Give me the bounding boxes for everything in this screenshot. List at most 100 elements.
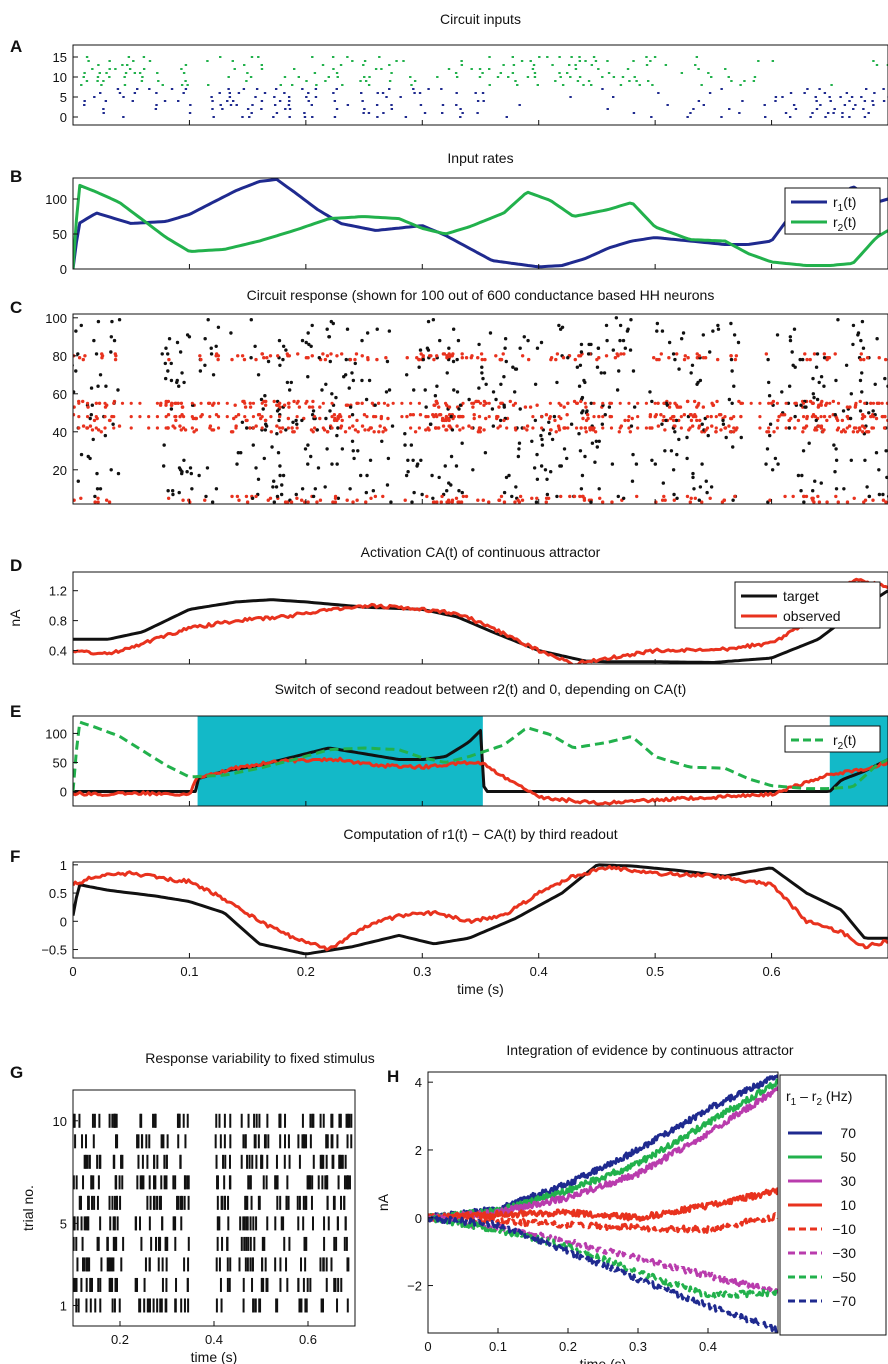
spike-dot (66, 413, 69, 416)
spike-dot (845, 426, 849, 430)
spike-dot (615, 352, 619, 356)
spike-dot (307, 342, 311, 347)
spike-dot (318, 405, 322, 409)
spike-dot (281, 473, 286, 478)
spike-dot (260, 415, 264, 419)
spike-mark (97, 64, 100, 66)
spike-dot (103, 433, 108, 438)
spike-dot (679, 426, 683, 430)
spike-dot (689, 418, 694, 423)
spike-dot (819, 415, 823, 419)
spike-mark (381, 92, 385, 94)
spike-dot (659, 413, 663, 417)
spike-dot (336, 414, 340, 419)
spike-dot (386, 416, 390, 421)
spike-mark (376, 92, 379, 94)
spike-dot (574, 401, 579, 405)
legend-label: −70 (832, 1293, 856, 1309)
spike-dot (733, 357, 738, 362)
spike-mark (559, 76, 562, 78)
legend-box (784, 725, 881, 753)
spike-mark (841, 116, 844, 118)
spike-mark (186, 84, 189, 86)
spike-dot (669, 449, 674, 453)
y-tick-label: 0.5 (49, 886, 67, 901)
spike-dot (325, 354, 330, 358)
series-line (428, 1074, 778, 1221)
spike-dot (697, 426, 701, 430)
spike-dot (688, 500, 693, 504)
spike-dot (530, 439, 534, 443)
spike-dot (859, 338, 863, 343)
spike-dot (372, 430, 376, 434)
spike-mark (628, 80, 631, 82)
spike-dot (871, 426, 876, 430)
spike-mark (288, 108, 292, 110)
spike-dot (720, 500, 725, 504)
spike-dot (295, 496, 299, 500)
spike-dot (694, 414, 698, 419)
spike-dot (431, 318, 436, 322)
spike-dot (660, 422, 664, 426)
spike-dot (169, 403, 174, 407)
spike-mark (93, 96, 96, 98)
spike-dot (365, 415, 369, 419)
spike-dot (733, 494, 737, 499)
spike-mark (651, 84, 654, 86)
spike-dot (116, 388, 120, 392)
spike-dot (405, 414, 409, 419)
spike-dot (480, 357, 484, 362)
spike-mark (131, 100, 134, 102)
spike-mark (260, 108, 263, 110)
spike-mark (229, 104, 233, 106)
spike-mark (346, 56, 349, 58)
spike-dot (533, 418, 538, 423)
spike-dot (628, 348, 633, 352)
spike-dot (263, 403, 268, 407)
y-tick-label: 0 (60, 262, 67, 277)
spike-dot (518, 494, 523, 499)
spike-dot (353, 361, 357, 366)
legend-main: r (833, 214, 838, 230)
spike-mark (730, 80, 733, 82)
spike-dot (803, 352, 807, 356)
spike-dot (857, 426, 862, 430)
spike-dot (365, 331, 370, 335)
spike-mark (133, 72, 137, 74)
spike-dot (232, 416, 236, 421)
spike-dot (169, 378, 174, 383)
spike-mark (529, 60, 532, 62)
spike-dot (603, 413, 607, 417)
spike-dot (311, 399, 315, 404)
spike-dot (405, 373, 409, 377)
spike-dot (369, 426, 373, 430)
spike-dot (354, 352, 359, 356)
legend-title-part: 2 (816, 1097, 822, 1108)
spike-dot (334, 395, 338, 400)
spike-dot (662, 494, 666, 499)
spike-mark (243, 64, 246, 66)
spike-dot (417, 357, 422, 362)
spike-dot (775, 401, 779, 405)
spike-dot (435, 426, 439, 430)
spike-dot (601, 415, 605, 419)
spike-mark (210, 96, 213, 98)
spike-mark (307, 100, 310, 102)
spike-dot (352, 456, 356, 461)
spike-dot (477, 342, 481, 347)
spike-dot (816, 424, 821, 428)
spike-dot (604, 323, 609, 328)
spike-dot (827, 356, 832, 360)
spike-dot (511, 365, 515, 369)
spike-dot (566, 356, 570, 360)
spike-dot (863, 401, 867, 405)
spike-dot (483, 357, 487, 362)
spike-dot (163, 361, 168, 366)
spike-dot (203, 363, 207, 367)
series-line (428, 1215, 778, 1300)
spike-dot (457, 500, 461, 504)
spike-dot (350, 371, 354, 375)
spike-dot (451, 359, 456, 364)
spike-dot (350, 413, 355, 417)
